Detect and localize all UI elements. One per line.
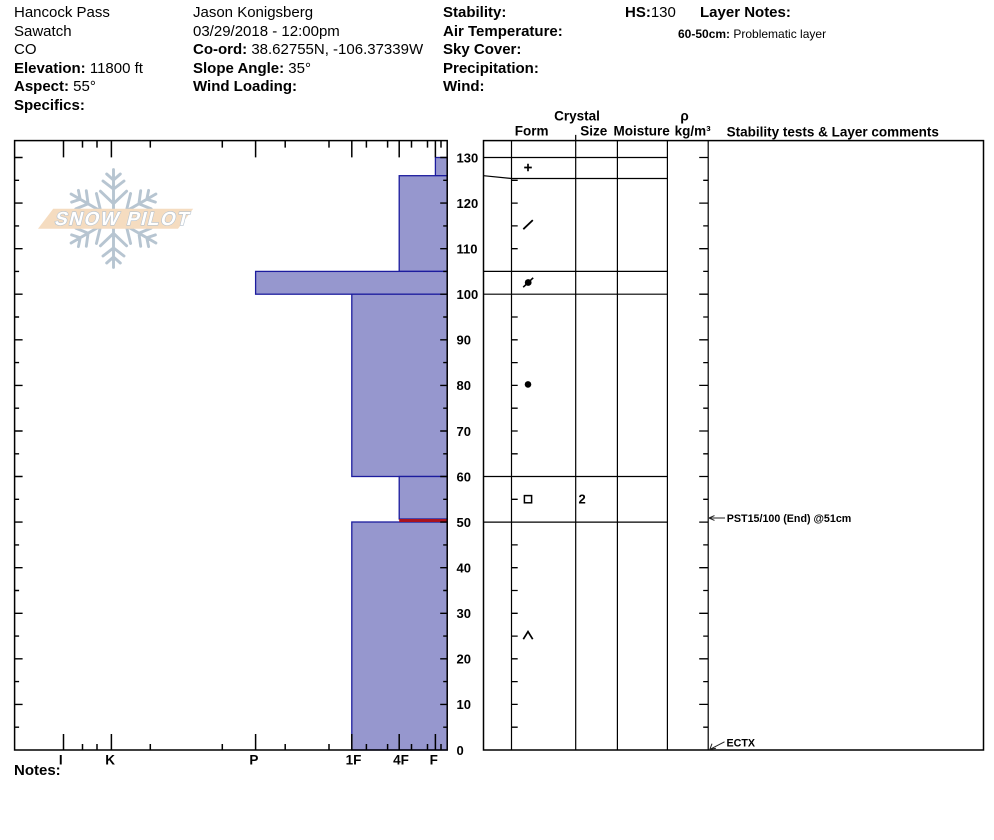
svg-text:Size: Size [580,123,608,138]
svg-text:20: 20 [457,652,471,667]
svg-text:1F: 1F [346,752,362,767]
svg-text:SNOW PILOT: SNOW PILOT [53,209,193,230]
svg-text:P: P [249,752,258,767]
svg-text:0: 0 [457,743,464,758]
svg-text:Moisture: Moisture [613,123,670,138]
svg-text:I: I [59,752,63,767]
svg-text:Crystal: Crystal [554,109,600,124]
svg-text:50: 50 [457,515,471,530]
svg-text:40: 40 [457,561,471,576]
svg-text:Form: Form [515,123,549,138]
svg-text:70: 70 [457,424,471,439]
svg-text:110: 110 [457,242,478,257]
svg-text:Stability tests & Layer commen: Stability tests & Layer comments [727,124,939,139]
svg-text:K: K [105,752,115,767]
svg-text:30: 30 [457,606,471,621]
svg-text:10: 10 [457,697,471,712]
svg-text:ECTX: ECTX [727,737,756,749]
svg-text:90: 90 [457,333,471,348]
svg-text:60: 60 [457,469,471,484]
svg-text:ρ: ρ [680,109,688,124]
svg-text:120: 120 [457,196,479,211]
svg-text:F: F [430,752,438,767]
svg-text:100: 100 [457,287,479,302]
svg-text:kg/m³: kg/m³ [675,123,712,138]
svg-text:4F: 4F [393,752,409,767]
svg-text:PST15/100 (End) @51cm: PST15/100 (End) @51cm [727,513,851,525]
svg-text:2: 2 [579,492,586,507]
svg-text:130: 130 [457,150,479,165]
svg-text:80: 80 [457,378,471,393]
